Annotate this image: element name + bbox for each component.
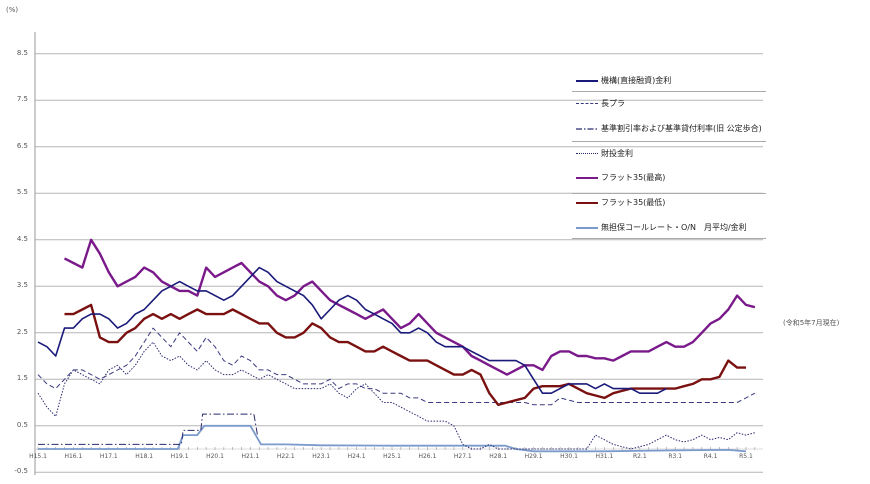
- gridlines: [35, 53, 763, 473]
- legend-label: 財投金利: [601, 149, 633, 158]
- legend-divider: [572, 91, 766, 92]
- legend-divider: [572, 238, 766, 239]
- y-tick-label: 3.5: [16, 281, 28, 290]
- y-tick-label: -0.5: [14, 467, 28, 476]
- x-tick-label: R5.1: [739, 453, 753, 460]
- x-tick-label: H21.1: [241, 453, 260, 460]
- solid-line-icon: [576, 176, 598, 179]
- series-line: [38, 413, 258, 445]
- legend-item-official-rate: 基準割引率および基準貸付利率(旧 公定歩合): [576, 123, 762, 134]
- legend-item-flat35-max: フラット35(最高): [576, 172, 665, 183]
- solid-line-icon: [576, 79, 598, 82]
- legend-label: 無担保コールレート・O/N 月平均/金利: [601, 223, 747, 232]
- solid-line-icon: [576, 226, 598, 229]
- y-tick-label: 8.5: [16, 48, 28, 57]
- y-tick-label: 1.5: [16, 374, 28, 383]
- y-tick-label: 0.5: [16, 420, 28, 429]
- y-axis-unit-label: (%): [6, 6, 19, 14]
- y-tick-label: 5.5: [16, 188, 28, 197]
- series-line: [38, 424, 747, 453]
- x-tick-label: H16.1: [64, 453, 83, 460]
- y-tick-label: 6.5: [16, 141, 28, 150]
- legend-item-flat35-min: フラット35(最低): [576, 197, 665, 208]
- x-tick-label: H25.1: [383, 453, 401, 460]
- x-tick-label: R4.1: [703, 453, 718, 460]
- y-tick-label: 4.5: [16, 234, 28, 243]
- x-tick-label: H29.1: [524, 453, 543, 460]
- x-tick-label: R3.1: [668, 453, 683, 460]
- legend-divider: [572, 141, 766, 142]
- x-tick-label: H30.1: [560, 453, 578, 460]
- x-tick-label: H23.1: [312, 453, 331, 460]
- legend-divider: [572, 193, 766, 194]
- x-tick-label: H26.1: [418, 453, 437, 460]
- dashdot-line-icon: [576, 127, 598, 130]
- x-tick-label: H20.1: [206, 453, 224, 460]
- x-tick-label: R2.1: [632, 453, 647, 460]
- dashed-line-icon: [576, 103, 598, 104]
- series-line: [37, 266, 667, 395]
- series-line: [64, 303, 746, 406]
- dotted-line-icon: [576, 153, 598, 154]
- x-tick-label: H28.1: [489, 453, 508, 460]
- x-tick-label: H27.1: [453, 453, 472, 460]
- x-tick-label: H19.1: [170, 453, 189, 460]
- legend-label: 長プラ: [601, 99, 625, 108]
- y-tick-label: 7.5: [16, 95, 28, 104]
- x-tick-label: H15.1: [29, 453, 47, 460]
- legend-item-kikou: 機構(直接融資)金利: [576, 75, 671, 86]
- y-tick-label: 2.5: [16, 327, 28, 336]
- x-tick-label: H17.1: [99, 453, 118, 460]
- legend-label: 機構(直接融資)金利: [601, 76, 672, 85]
- x-tick-label: H22.1: [276, 453, 295, 460]
- legend-item-long-prime: 長プラ: [576, 98, 625, 109]
- series-line: [37, 341, 756, 450]
- legend-label: 基準割引率および基準貸付利率(旧 公定歩合): [601, 124, 762, 133]
- legend-item-zaito: 財投金利: [576, 148, 633, 159]
- series-line: [37, 327, 756, 406]
- x-tick-label: H24.1: [347, 453, 366, 460]
- series-line: [63, 238, 756, 376]
- x-tick-label: H31.1: [595, 453, 614, 460]
- x-tick-label: H18.1: [135, 453, 154, 460]
- legend-label: フラット35(最高): [601, 173, 666, 182]
- as-of-note: (令和5年7月現在): [783, 319, 840, 327]
- series-lines: [37, 238, 756, 453]
- solid-line-icon: [576, 201, 598, 204]
- legend-item-call-rate: 無担保コールレート・O/N 月平均/金利: [576, 222, 747, 233]
- legend-label: フラット35(最低): [601, 198, 666, 207]
